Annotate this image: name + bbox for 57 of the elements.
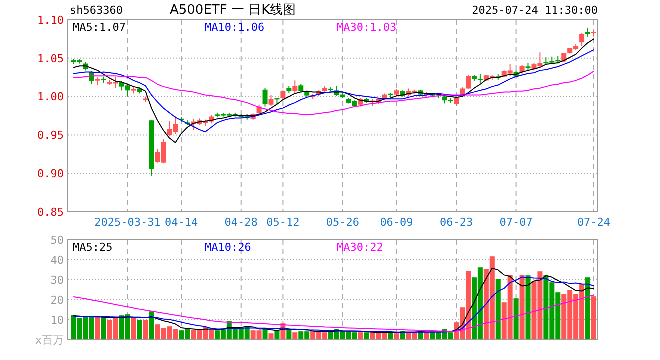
text: MA30:22: [337, 241, 384, 254]
y-tick-label: 30: [50, 274, 64, 287]
candlestick: [580, 32, 585, 47]
bar: [143, 320, 148, 340]
y-tick-label: 50: [50, 234, 64, 247]
bar: [520, 275, 525, 340]
x-tick-label: 06-09: [380, 216, 414, 229]
line-series: [74, 294, 594, 332]
x-tick-label: 04-14: [165, 216, 199, 229]
bar: [496, 279, 501, 340]
chart-title: A500ETF 一 日K线图: [170, 3, 296, 18]
bar: [586, 278, 591, 340]
x-tick-label: 06-23: [440, 216, 474, 229]
x-tick-label: 07-07: [500, 216, 533, 229]
y-tick-label: 40: [50, 254, 64, 267]
text: 2025-07-24 11:30:00: [472, 4, 598, 17]
bar: [286, 330, 292, 340]
bar: [137, 320, 142, 340]
y-tick-label: 20: [50, 294, 64, 307]
bar: [292, 332, 298, 340]
text: MA5:1.07: [73, 21, 126, 34]
y-axis-title: x百万: [35, 334, 64, 347]
bar: [526, 276, 531, 340]
bar: [514, 298, 519, 340]
line-series: [74, 49, 594, 133]
text: sh563360: [70, 4, 123, 17]
line-series: [74, 38, 594, 144]
y-tick-label: 0.85: [38, 206, 64, 219]
line-series: [74, 70, 594, 115]
text: MA5:25: [73, 241, 113, 254]
y-tick-label: 0.95: [38, 129, 64, 142]
text: MA30:1.03: [337, 21, 397, 34]
y-tick-label: 1.05: [38, 52, 64, 66]
bar: [268, 334, 274, 340]
bar: [358, 332, 364, 340]
candlestick: [262, 88, 268, 108]
candlestick: [292, 80, 298, 94]
text: MA10:1.06: [205, 21, 265, 34]
y-tick-label: 10: [50, 314, 64, 327]
bar: [394, 334, 400, 340]
x-tick-label: 07-24: [577, 216, 611, 229]
bar: [95, 318, 100, 340]
x-tick-label: 04-28: [224, 216, 258, 229]
x-tick-label: 05-26: [326, 216, 360, 229]
candlestick: [466, 74, 471, 90]
bar: [149, 312, 154, 340]
bar: [364, 332, 370, 340]
bar: [592, 296, 596, 340]
y-tick-label: 1.00: [38, 90, 64, 104]
x-tick-label: 05-12: [266, 216, 300, 229]
bar: [101, 317, 106, 340]
candlestick: [268, 94, 274, 107]
y-tick-label: 1.10: [38, 14, 64, 27]
bar: [131, 318, 136, 340]
text: MA10:26: [205, 241, 252, 254]
x-tick-label: 2025-03-31: [94, 216, 161, 229]
y-tick-label: 0.90: [38, 167, 64, 180]
